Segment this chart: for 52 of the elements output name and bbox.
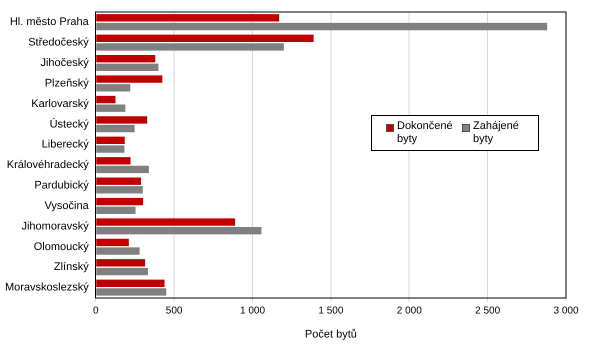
x-tick-label: 1 500 [318,306,344,317]
bar [96,259,146,267]
bar [96,43,284,51]
x-tick-label: 2 500 [475,306,501,317]
bar [96,268,148,276]
x-tick-label: 0 [92,306,99,317]
y-tick-label: Hl. město Praha [10,16,90,28]
bar [96,96,116,104]
bar [96,104,126,112]
y-tick-label: Olomoucký [34,240,90,253]
bar [96,198,144,206]
bar [96,288,166,296]
bar [96,238,129,246]
y-tick-label: Plzeňský [44,77,90,90]
x-axis-title: Počet bytů [304,328,357,340]
y-tick-label: Ústecký [50,117,90,130]
bar [96,75,162,83]
bar [96,280,165,287]
bar [96,157,131,164]
bar [96,247,140,255]
y-tick-label: Vysočina [44,200,90,212]
bar [96,116,148,124]
y-tick-label: Královéhradecký [6,159,90,172]
x-tick-label: 500 [166,306,183,317]
bar [96,55,156,62]
y-tick-label: Středočeský [28,36,90,49]
y-tick-label: Jihomoravský [21,220,90,232]
y-tick-label: Liberecký [42,138,90,151]
x-tick-label: 1 000 [240,306,266,317]
bar [96,177,142,185]
bar [96,218,236,226]
bar [96,22,548,30]
bar [96,14,280,22]
legend-label: Dokončené byty [397,120,453,146]
bar [96,34,314,42]
bar [96,124,135,132]
bar [96,136,125,144]
bar [96,206,136,214]
y-tick-label: Jihočeský [40,57,90,70]
bar [96,84,130,92]
y-tick-label: Pardubický [34,180,90,192]
bar [96,186,143,194]
y-tick-label: Karlovarský [31,98,90,110]
bar [96,64,158,72]
x-tick-label: 2 000 [396,306,422,317]
y-tick-label: Zlínský [54,261,90,274]
bar [96,145,124,153]
bar [96,227,262,234]
y-tick-label: Moravskoslezský [4,282,90,294]
bar [96,166,149,174]
legend-label: Zahájené byty [473,120,520,146]
x-tick-label: 3 000 [553,306,579,317]
